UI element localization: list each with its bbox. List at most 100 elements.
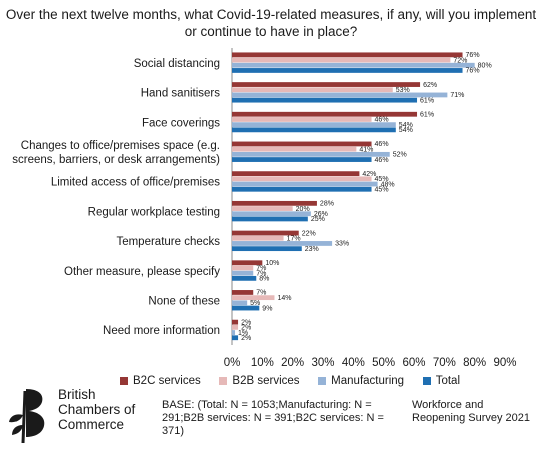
bar <box>232 62 475 68</box>
bar <box>232 92 448 98</box>
bar-value-label: 2% <box>241 325 251 332</box>
bar-value-label: 25% <box>311 216 325 223</box>
bar <box>232 324 239 330</box>
logo-line: British <box>58 387 96 402</box>
bar <box>232 186 372 192</box>
bar-value-label: 7% <box>256 270 266 277</box>
bar-value-label: 33% <box>335 241 349 248</box>
bar-value-label: 61% <box>420 111 434 118</box>
bar-value-label: 76% <box>466 68 480 75</box>
bar <box>232 87 393 93</box>
bar <box>232 241 333 246</box>
bar-value-label: 46% <box>375 157 389 164</box>
x-tick-label: 60% <box>402 357 425 369</box>
bar <box>232 206 293 211</box>
x-tick-label: 70% <box>433 357 456 369</box>
bar <box>232 295 275 301</box>
bar <box>232 305 260 311</box>
bar <box>232 200 317 206</box>
chart-legend: B2C services B2B services Manufacturing Tot… <box>120 375 460 387</box>
chart-title: Over the next twelve months, what Covid-… <box>5 7 537 39</box>
bar-value-label: 46% <box>375 141 389 148</box>
bar-value-label: 62% <box>423 82 437 89</box>
x-tick-label: 0% <box>224 357 241 369</box>
bar <box>232 275 257 281</box>
base-note: BASE: (Total: N = 1053;Manufacturing: N … <box>162 399 384 437</box>
bar-value-label: 52% <box>393 152 407 159</box>
bar-value-label: 7% <box>256 265 266 272</box>
bar <box>232 68 463 73</box>
bar <box>232 52 463 58</box>
bar-value-label: 42% <box>362 171 376 178</box>
bar-value-label: 41% <box>359 146 373 153</box>
legend-item: Manufacturing <box>318 375 404 387</box>
bar <box>232 141 372 147</box>
bar <box>232 157 372 162</box>
bar <box>232 82 421 87</box>
bar-value-label: 2% <box>241 319 251 326</box>
survey-note: Workforce and Reopening Survey 2021 <box>412 399 531 424</box>
category-label: None of these <box>148 295 220 307</box>
bar-value-label: 14% <box>277 295 291 302</box>
bar <box>232 117 372 122</box>
bar <box>232 171 360 177</box>
legend-swatch <box>120 377 128 385</box>
bar-value-label: 1% <box>238 330 248 337</box>
bar <box>232 230 299 236</box>
bar <box>232 127 396 133</box>
bar-value-label: 10% <box>265 260 279 267</box>
bar-value-label: 45% <box>375 176 389 183</box>
bar-value-label: 2% <box>241 335 251 342</box>
bar-value-label: 5% <box>250 300 260 307</box>
bar <box>232 111 418 117</box>
bar <box>232 146 357 152</box>
legend-item: B2B services <box>219 375 300 387</box>
bar <box>232 122 396 128</box>
legend-label: Total <box>435 375 460 387</box>
bar-value-label: 9% <box>262 305 272 312</box>
category-label: Changes to office/premises space (e.g. sc… <box>12 140 220 166</box>
bar-value-label: 80% <box>478 62 492 69</box>
bar-value-label: 17% <box>287 235 301 242</box>
bar <box>232 260 263 266</box>
bar-value-label: 26% <box>314 211 328 218</box>
category-label: Social distancing <box>134 58 220 70</box>
x-tick-label: 20% <box>281 357 304 369</box>
bar-value-label: 7% <box>256 290 266 297</box>
category-label: Need more information <box>103 325 220 337</box>
legend-item: B2C services <box>120 375 201 387</box>
leaf-b-icon <box>9 389 45 444</box>
bar <box>232 270 254 276</box>
legend-swatch <box>318 377 327 385</box>
x-tick-label: 10% <box>251 357 274 369</box>
bar-value-label: 22% <box>302 230 316 237</box>
bar-value-label: 46% <box>375 117 389 124</box>
bar-value-label: 45% <box>375 186 389 193</box>
bar-value-label: 72% <box>453 57 467 64</box>
bar <box>232 290 254 295</box>
legend-label: B2C services <box>133 375 201 387</box>
category-label: Other measure, please specify <box>64 266 220 278</box>
x-tick-label: 40% <box>342 357 365 369</box>
legend-item: Total <box>422 375 460 387</box>
x-tick-label: 90% <box>493 357 516 369</box>
bar-value-label: 8% <box>259 276 269 283</box>
logo-text: British Chambers of Commerce <box>58 387 135 432</box>
bcc-logo: British Chambers of Commerce <box>6 385 156 445</box>
bar-value-label: 53% <box>396 87 410 94</box>
bar <box>232 330 236 335</box>
bar <box>232 151 390 157</box>
x-tick-label: 30% <box>311 357 334 369</box>
bar <box>232 57 451 63</box>
legend-label: Manufacturing <box>331 375 405 387</box>
bar <box>232 216 308 222</box>
category-label: Limited access of office/premises <box>51 177 220 189</box>
legend-swatch <box>219 377 228 385</box>
bar <box>232 97 418 103</box>
bar <box>232 335 239 341</box>
logo-line: Chambers of <box>58 402 136 417</box>
x-tick-label: 80% <box>463 357 486 369</box>
bar <box>232 300 248 306</box>
logo-line: Commerce <box>58 417 125 432</box>
x-tick-label: 50% <box>372 357 395 369</box>
